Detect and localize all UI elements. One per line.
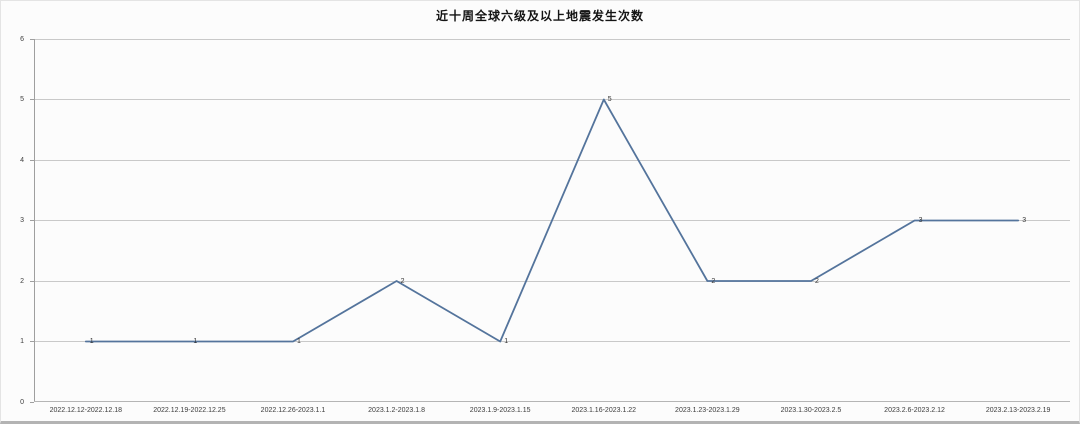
data-label-8: 2 bbox=[815, 277, 819, 285]
y-axis-line bbox=[34, 39, 35, 402]
data-label-1: 1 bbox=[89, 338, 94, 345]
data-label-7: 2 bbox=[711, 277, 716, 285]
data-label-4: 2 bbox=[400, 277, 405, 285]
data-label-6: 5 bbox=[607, 96, 612, 103]
y-tick-2 bbox=[30, 280, 34, 282]
x-axis-label-6: 2023.1.16-2023.1.22 bbox=[571, 407, 637, 414]
data-label-10: 3 bbox=[1022, 217, 1027, 224]
gridline-y5 bbox=[34, 99, 1070, 100]
y-tick-3 bbox=[30, 220, 34, 221]
y-tick-1 bbox=[30, 341, 34, 342]
x-axis-label-3: 2022.12.26-2023.1.1 bbox=[260, 407, 326, 414]
y-axis-label-0: 0 bbox=[20, 398, 24, 406]
data-label-3: 1 bbox=[297, 338, 301, 345]
y-axis-label-4: 4 bbox=[20, 156, 24, 164]
x-axis-label-4: 2023.1.2-2023.1.8 bbox=[368, 407, 425, 414]
plot-area: 1 1 1 2 1 5 2 2 3 3 bbox=[30, 38, 1070, 403]
y-axis-label-1: 1 bbox=[20, 338, 24, 345]
gridline-y6 bbox=[34, 38, 1070, 40]
x-axis-label-2: 2022.12.19-2022.12.25 bbox=[153, 407, 226, 414]
series-line bbox=[84, 98, 1020, 343]
data-label-9: 3 bbox=[918, 217, 923, 224]
x-axis-line bbox=[34, 401, 1070, 402]
y-tick-0 bbox=[30, 401, 34, 403]
data-label-5: 1 bbox=[504, 338, 509, 345]
x-axis-label-1: 2022.12.12-2022.12.18 bbox=[49, 407, 122, 414]
gridline-y2 bbox=[34, 280, 1070, 282]
y-axis-label-5: 5 bbox=[20, 96, 24, 103]
x-axis-label-5: 2023.1.9-2023.1.15 bbox=[469, 407, 531, 414]
y-axis-labels: 0 1 2 3 4 5 6 bbox=[1, 36, 29, 406]
x-axis-labels: 2022.12.12-2022.12.18 2022.12.19-2022.12.… bbox=[34, 406, 1070, 420]
y-tick-6 bbox=[30, 38, 34, 40]
data-label-2: 1 bbox=[193, 338, 198, 345]
x-axis-label-8: 2023.1.30-2023.2.5 bbox=[780, 407, 842, 414]
x-axis-label-7: 2023.1.23-2023.1.29 bbox=[675, 407, 740, 414]
series-polyline bbox=[84, 98, 1020, 343]
chart-title: 近十周全球六级及以上地震发生次数 bbox=[435, 9, 644, 23]
x-axis-label-9: 2023.2.6-2023.2.12 bbox=[884, 407, 945, 414]
y-axis-label-3: 3 bbox=[20, 217, 24, 224]
y-tick-4 bbox=[30, 159, 34, 161]
gridline-y1 bbox=[34, 341, 1070, 342]
y-tick-5 bbox=[30, 99, 34, 100]
x-axis-label-10: 2023.2.13-2023.2.19 bbox=[985, 407, 1051, 414]
y-axis-label-6: 6 bbox=[20, 35, 24, 43]
gridline-y4 bbox=[34, 159, 1070, 161]
y-axis-label-2: 2 bbox=[20, 277, 24, 285]
